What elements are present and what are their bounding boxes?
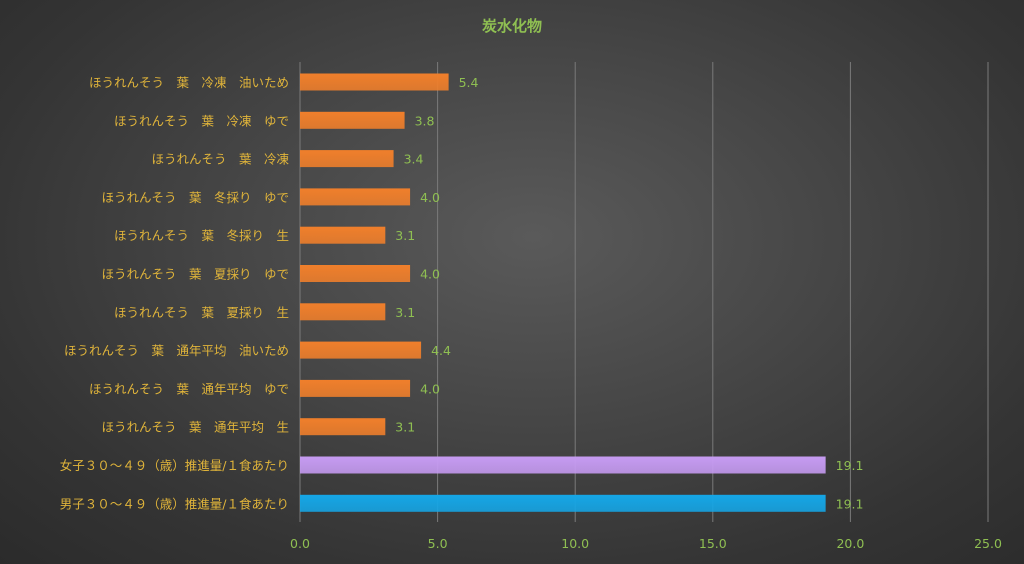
x-tick-label: 25.0 bbox=[974, 536, 1002, 551]
bar bbox=[300, 226, 386, 244]
data-label: 4.0 bbox=[420, 190, 440, 205]
data-label: 5.4 bbox=[459, 75, 479, 90]
category-label: ほうれんそう 葉 通年平均 ゆで bbox=[89, 381, 289, 396]
bar bbox=[300, 188, 411, 206]
category-label: 女子３０～４９（歳）推進量/１食あたり bbox=[60, 458, 289, 473]
data-label: 3.1 bbox=[395, 420, 415, 435]
bar bbox=[300, 379, 411, 397]
category-label: 男子３０～４９（歳）推進量/１食あたり bbox=[60, 496, 289, 511]
bar bbox=[300, 303, 386, 321]
bar bbox=[300, 456, 826, 474]
x-tick-label: 10.0 bbox=[561, 536, 589, 551]
data-label: 3.1 bbox=[395, 305, 415, 320]
data-label: 4.4 bbox=[431, 343, 451, 358]
category-label: ほうれんそう 葉 夏採り 生 bbox=[114, 305, 289, 320]
data-label: 3.4 bbox=[404, 152, 424, 167]
x-axis-ticks: 0.0 5.0 10.0 15.0 20.0 25.0 bbox=[290, 536, 1002, 551]
data-label: 19.1 bbox=[836, 458, 864, 473]
data-label: 4.0 bbox=[420, 381, 440, 396]
chart-title: 炭水化物 bbox=[482, 17, 542, 35]
category-label: ほうれんそう 葉 通年平均 油いため bbox=[64, 343, 289, 358]
bar bbox=[300, 265, 411, 282]
category-label: ほうれんそう 葉 冬採り ゆで bbox=[101, 190, 289, 205]
bars: 5.4 3.8 3.4 4.0 3.1 4.0 3.1 4.4 4.0 3.1 19.1 19.1 bbox=[300, 73, 864, 512]
category-label: ほうれんそう 葉 夏採り ゆで bbox=[101, 267, 289, 282]
bar bbox=[300, 494, 826, 512]
bar bbox=[300, 341, 422, 359]
data-label: 4.0 bbox=[420, 267, 440, 282]
category-label: ほうれんそう 葉 冷凍 油いため bbox=[89, 75, 289, 90]
x-tick-label: 5.0 bbox=[428, 536, 448, 551]
bar bbox=[300, 73, 449, 91]
gridlines bbox=[299, 62, 989, 522]
x-tick-label: 0.0 bbox=[290, 536, 310, 551]
bar bbox=[300, 111, 405, 129]
bar bbox=[300, 418, 386, 436]
data-label: 3.1 bbox=[395, 228, 415, 243]
data-label: 3.8 bbox=[415, 113, 435, 128]
category-label: ほうれんそう 葉 冷凍 bbox=[151, 152, 289, 167]
data-label: 19.1 bbox=[836, 496, 864, 511]
category-label: ほうれんそう 葉 冷凍 ゆで bbox=[114, 113, 289, 128]
category-label: ほうれんそう 葉 冬採り 生 bbox=[114, 228, 289, 243]
x-tick-label: 20.0 bbox=[836, 536, 864, 551]
x-tick-label: 15.0 bbox=[699, 536, 727, 551]
category-label: ほうれんそう 葉 通年平均 生 bbox=[101, 420, 289, 435]
bar bbox=[300, 150, 394, 168]
